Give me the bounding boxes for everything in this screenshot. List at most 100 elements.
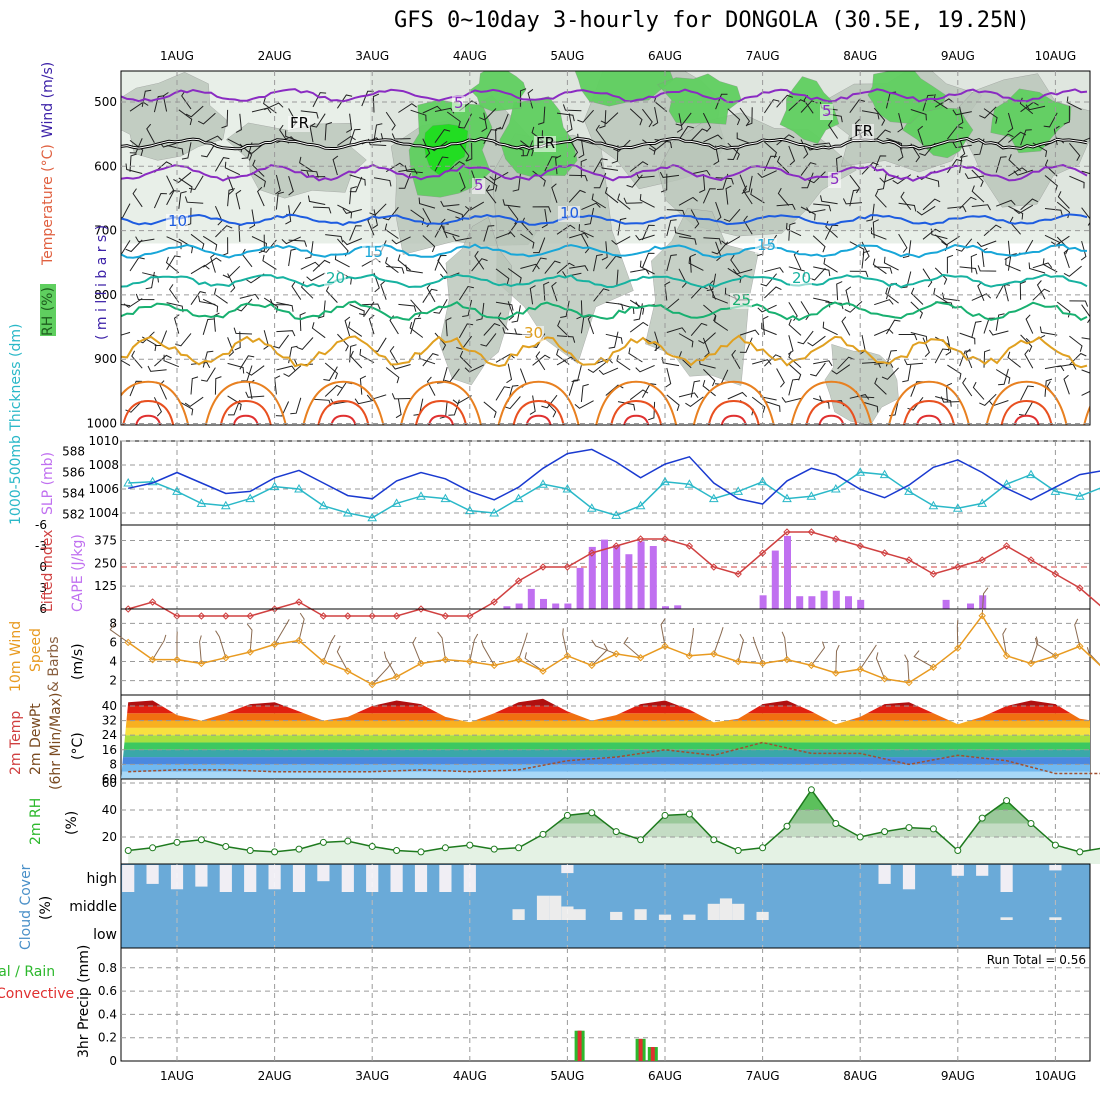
wind-speed-series-point bbox=[270, 640, 279, 649]
wind-barb-10m bbox=[298, 612, 305, 641]
upper-wind-barb bbox=[154, 354, 172, 367]
contour-label-bg bbox=[452, 96, 465, 112]
date-label-top: 8AUG bbox=[843, 49, 877, 63]
rh-legend-swatch bbox=[40, 284, 56, 336]
wind-barb-10m bbox=[591, 639, 617, 655]
temp-tick: 32 bbox=[102, 714, 117, 728]
wind-speed-series-point bbox=[417, 659, 425, 668]
wind-tick: 2 bbox=[109, 674, 117, 688]
wind-barb-10m bbox=[322, 634, 336, 662]
upper-wind-barb bbox=[257, 186, 265, 207]
upper-wind-barb bbox=[1013, 204, 1034, 215]
wind-speed-series-point bbox=[661, 642, 669, 650]
upper-wind-barb bbox=[1028, 262, 1046, 274]
upper-wind-barb bbox=[763, 155, 777, 172]
upper-wind-barb bbox=[715, 93, 728, 110]
upper-wind-barb bbox=[580, 158, 587, 178]
upper-wind-barb bbox=[835, 155, 843, 175]
ylabel-wind: Wind (m/s) bbox=[40, 62, 56, 138]
contour-45 bbox=[623, 414, 650, 425]
rh-series-point bbox=[149, 844, 157, 852]
upper-wind-barb bbox=[185, 105, 204, 118]
upper-wind-barb bbox=[788, 145, 796, 166]
upper-wind-barb bbox=[1025, 104, 1046, 111]
cloud-high-bar bbox=[878, 865, 891, 884]
temp-band bbox=[121, 698, 1090, 706]
contour-25 bbox=[121, 300, 1088, 322]
upper-wind-barb bbox=[813, 397, 830, 409]
date-label-bottom: 9AUG bbox=[941, 1069, 975, 1083]
upper-wind-barb bbox=[325, 285, 338, 303]
upper-wind-barb bbox=[885, 287, 899, 304]
upper-wind-barb bbox=[593, 254, 603, 272]
upper-wind-barb bbox=[971, 204, 991, 211]
ylabel-lifted-index: Lifted Index bbox=[40, 530, 56, 612]
upper-wind-barb bbox=[959, 350, 972, 367]
upper-wind-barb bbox=[849, 270, 869, 278]
upper-wind-barb bbox=[800, 206, 816, 221]
rh-series-point bbox=[539, 830, 547, 838]
upper-wind-barb bbox=[373, 177, 392, 187]
contour-label: 30 bbox=[524, 324, 543, 342]
contour-35 bbox=[302, 380, 385, 425]
cape-bar bbox=[601, 539, 608, 609]
li-series-point bbox=[197, 612, 206, 620]
wind-speed-series-point bbox=[539, 667, 547, 675]
upper-wind-barb bbox=[690, 322, 708, 337]
precip-panel: 0.8 0.6 0.4 0.2 0 Run Total = 0.56 bbox=[98, 947, 1091, 1068]
thickness-tick: 582 bbox=[62, 508, 85, 522]
rh-series-point bbox=[954, 847, 962, 855]
upper-wind-barb bbox=[873, 107, 886, 126]
date-label-top: 7AUG bbox=[746, 49, 780, 63]
upper-wind-barb bbox=[581, 202, 601, 211]
contour-label: 10 bbox=[168, 212, 187, 230]
wind-speed-series-point bbox=[832, 669, 840, 677]
cape-bar bbox=[796, 596, 804, 609]
wind-barb-10m bbox=[1034, 637, 1056, 657]
rh-region-gray bbox=[439, 216, 512, 386]
upper-wind-barb bbox=[957, 106, 964, 127]
upper-wind-barb bbox=[593, 172, 607, 189]
rh-tick: 60 bbox=[102, 776, 117, 790]
contour-minus5-lower bbox=[121, 163, 1088, 182]
upper-wind-barb bbox=[288, 175, 294, 196]
upper-wind-barb bbox=[125, 163, 143, 174]
slp-series-point bbox=[538, 479, 548, 488]
upper-wind-barb bbox=[922, 228, 941, 240]
contour-label: 20 bbox=[326, 269, 345, 287]
upper-wind-barb bbox=[210, 253, 216, 273]
cape-bar bbox=[576, 567, 584, 609]
upper-wind-barb bbox=[190, 291, 207, 305]
ylabel-cloud-units: (%) bbox=[38, 896, 54, 920]
upper-wind-barb bbox=[520, 140, 534, 157]
cape-bar bbox=[637, 541, 645, 609]
upper-wind-barb bbox=[202, 135, 223, 144]
slp-series-point bbox=[708, 493, 719, 503]
ylabel-rh-units: (%) bbox=[64, 811, 80, 835]
wind-barb-10m bbox=[562, 628, 568, 656]
upper-wind-barb bbox=[480, 333, 497, 347]
upper-wind-barb bbox=[739, 107, 751, 127]
date-label-bottom: 5AUG bbox=[550, 1069, 584, 1083]
li-tick: 6 bbox=[39, 602, 47, 616]
upper-wind-barb bbox=[595, 124, 607, 144]
upper-wind-barb bbox=[785, 222, 802, 237]
upper-wind-barb bbox=[849, 189, 860, 207]
upper-wind-barb bbox=[752, 359, 772, 365]
date-label-bottom: 2AUG bbox=[258, 1069, 292, 1083]
upper-wind-barb bbox=[384, 223, 399, 239]
cape-bar bbox=[771, 550, 779, 609]
upper-wind-barb bbox=[877, 172, 887, 191]
contour-label-bg bbox=[755, 238, 777, 254]
upper-wind-barb bbox=[723, 208, 741, 222]
upper-wind-barb bbox=[629, 161, 649, 172]
upper-wind-barb bbox=[995, 133, 1014, 146]
upper-wind-barb bbox=[1069, 175, 1085, 189]
slp-thickness-panel: 1010 1008 1006 1004 588 586 584 582 bbox=[62, 434, 1100, 526]
upper-wind-barb bbox=[1032, 288, 1051, 301]
upper-wind-barb bbox=[448, 399, 460, 416]
temp-band bbox=[121, 735, 1090, 743]
upper-wind-barb bbox=[613, 139, 631, 152]
slp-series-point bbox=[464, 505, 475, 515]
upper-wind-barb bbox=[398, 303, 417, 312]
